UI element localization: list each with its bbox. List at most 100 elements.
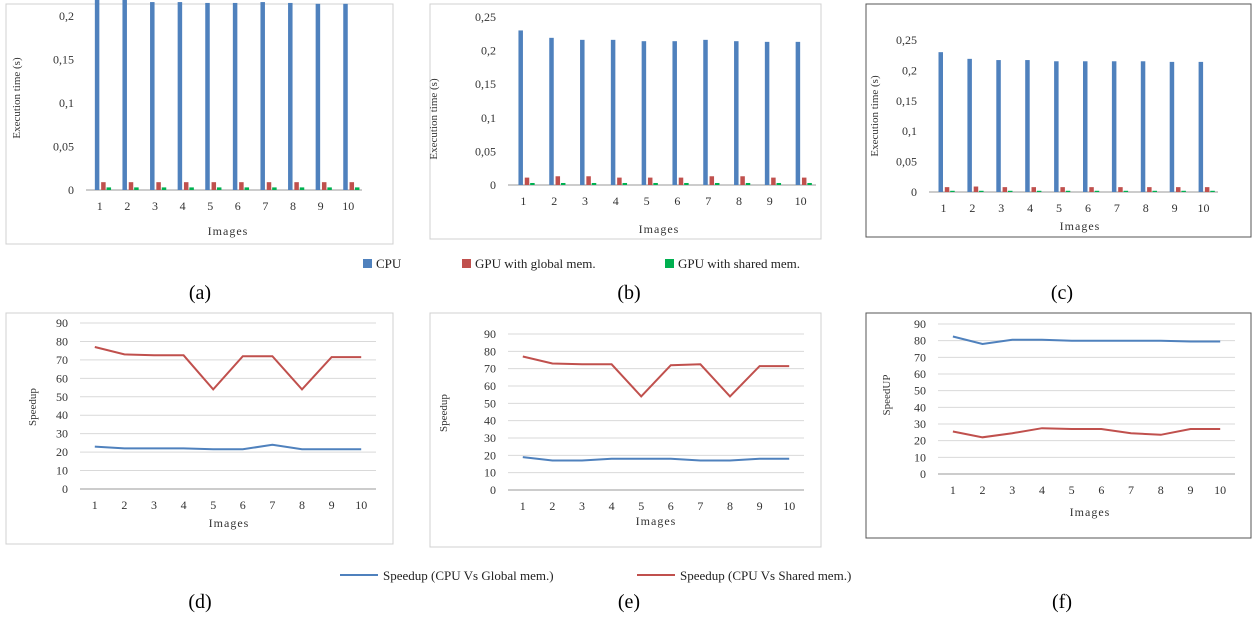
y-tick-label: 0,15 — [475, 77, 496, 91]
x-tick-label: 7 — [1128, 483, 1134, 497]
series-line — [952, 427, 1221, 439]
y-tick-label: 0,25 — [896, 33, 917, 47]
bar — [94, 0, 100, 190]
bar — [653, 182, 658, 185]
x-tick-label: 7 — [262, 199, 268, 213]
bar — [128, 182, 134, 190]
x-tick-label: 3 — [582, 194, 588, 208]
bar — [1094, 190, 1100, 192]
bar — [709, 176, 715, 185]
x-tick-label: 10 — [1214, 483, 1226, 497]
y-tick-label: 40 — [914, 400, 926, 414]
chart-frame — [5, 3, 394, 245]
x-tick-label: 4 — [181, 498, 187, 512]
x-tick-label: 5 — [1069, 483, 1075, 497]
series-line — [952, 335, 1221, 346]
y-tick-label: 30 — [484, 431, 496, 445]
series-line — [94, 346, 362, 391]
bar — [580, 39, 585, 186]
y-tick-label: 0 — [911, 185, 917, 199]
y-axis-title: Speedup — [438, 394, 450, 432]
bar — [518, 30, 523, 185]
series-line — [94, 443, 362, 451]
bar — [1140, 61, 1146, 192]
x-tick-label: 4 — [1039, 483, 1045, 497]
x-tick-label: 3 — [152, 199, 158, 213]
bar — [734, 41, 739, 185]
legend-label: Speedup (CPU Vs Shared mem.) — [680, 568, 851, 583]
bar — [1036, 190, 1042, 192]
bar — [211, 182, 217, 190]
y-tick-label: 60 — [56, 371, 68, 385]
bar — [244, 187, 250, 190]
bar — [795, 41, 801, 185]
y-tick-label: 0 — [490, 483, 496, 497]
y-tick-label: 30 — [914, 417, 926, 431]
x-tick-label: 2 — [124, 199, 130, 213]
bar — [684, 182, 689, 185]
x-tick-label: 9 — [757, 499, 763, 513]
bar — [1060, 187, 1065, 192]
y-tick-label: 0,1 — [902, 124, 917, 138]
legend-swatch — [462, 259, 471, 268]
y-tick-label: 50 — [484, 396, 496, 410]
bar — [272, 187, 277, 190]
chart-frame — [429, 3, 822, 240]
legend-label: Speedup (CPU Vs Global mem.) — [383, 568, 554, 583]
bar — [610, 39, 616, 186]
x-tick-label: 8 — [736, 194, 742, 208]
x-tick-label: 3 — [151, 498, 157, 512]
x-tick-label: 6 — [674, 194, 680, 208]
bar — [1008, 190, 1013, 192]
bar — [714, 182, 720, 185]
bar — [1089, 187, 1094, 192]
legend-line-charts: Speedup (CPU Vs Global mem.) Speedup (CPU… — [340, 568, 851, 583]
bar — [745, 182, 751, 185]
bar — [327, 187, 332, 190]
x-tick-label: 2 — [980, 483, 986, 497]
bar — [156, 182, 161, 190]
x-tick-label: 1 — [520, 499, 526, 513]
y-tick-label: 0,2 — [59, 9, 74, 23]
chart-panel-6: 0 10 20 30 40 50 60 70 80 90 1 2 3 4 5 6 7 8 9 10 Images Spee… — [865, 312, 1252, 539]
x-tick-label: 2 — [121, 498, 127, 512]
bar — [1031, 187, 1036, 192]
bar — [177, 2, 183, 190]
x-tick-label: 4 — [609, 499, 615, 513]
series-line — [522, 355, 790, 398]
bar — [703, 39, 708, 186]
bar — [944, 187, 950, 192]
bar — [586, 176, 591, 185]
y-axis-title: SpeedUP — [881, 375, 893, 416]
bar — [1181, 190, 1186, 192]
x-tick-label: 10 — [795, 194, 807, 208]
x-tick-label: 8 — [290, 199, 296, 213]
y-tick-label: 0 — [68, 183, 74, 197]
bar — [216, 187, 222, 190]
legend-label: CPU — [376, 256, 402, 271]
x-tick-label: 7 — [269, 498, 275, 512]
bar — [205, 2, 210, 191]
y-tick-label: 80 — [914, 334, 926, 348]
bar — [354, 187, 360, 190]
y-tick-label: 90 — [914, 317, 926, 331]
bar — [1210, 190, 1215, 192]
bar — [321, 182, 327, 190]
x-tick-label: 6 — [240, 498, 246, 512]
x-tick-label: 5 — [1056, 201, 1062, 215]
x-tick-label: 5 — [210, 498, 216, 512]
bar — [678, 177, 684, 185]
y-tick-label: 30 — [56, 427, 68, 441]
y-axis-title: Execution time (s) — [428, 78, 440, 160]
x-tick-label: 7 — [697, 499, 703, 513]
x-tick-label: 10 — [342, 199, 354, 213]
y-tick-label: 0,1 — [59, 96, 74, 110]
chart-panel-3: 0 0,05 0,1 0,15 0,2 0,25 1 2 3 4 5 6 7 8 9 10 Images Exec… — [865, 3, 1252, 238]
y-tick-label: 70 — [914, 350, 926, 364]
x-tick-label: 6 — [1085, 201, 1091, 215]
bar — [266, 182, 272, 190]
y-tick-label: 80 — [484, 344, 496, 358]
y-tick-label: 90 — [56, 316, 68, 330]
y-tick-label: 50 — [914, 384, 926, 398]
bar — [764, 41, 770, 185]
